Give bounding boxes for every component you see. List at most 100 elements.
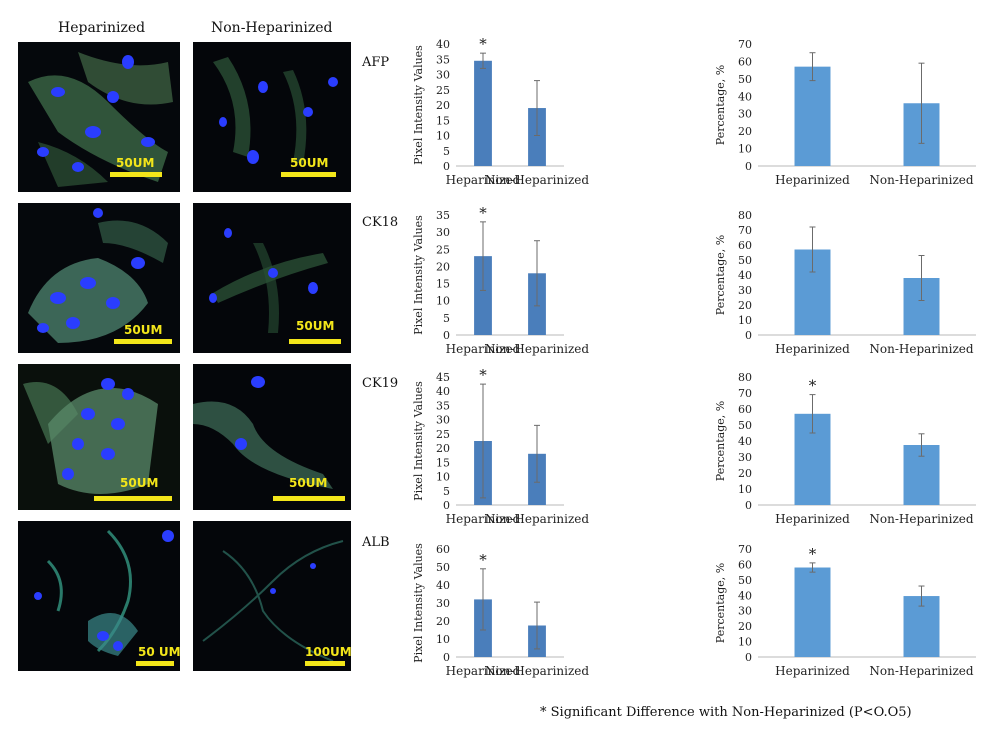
y-tick-label: 0 bbox=[745, 499, 752, 512]
fluorescence-image bbox=[18, 521, 180, 671]
micrograph-alb-heparinized: 50 UM bbox=[18, 521, 180, 671]
marker-label-afp: AFP bbox=[362, 55, 390, 70]
y-tick-label: 70 bbox=[738, 387, 752, 400]
scale-bar-label: 50UM bbox=[120, 476, 159, 490]
y-tick-label: 10 bbox=[436, 295, 450, 308]
scale-bar bbox=[94, 496, 172, 501]
significance-asterisk: * bbox=[479, 551, 487, 569]
marker-label-ck18: CK18 bbox=[362, 215, 399, 230]
y-tick-label: 50 bbox=[738, 419, 752, 432]
significance-asterisk: * bbox=[809, 545, 817, 563]
y-tick-label: 50 bbox=[436, 561, 450, 574]
y-tick-label: 30 bbox=[436, 597, 450, 610]
y-tick-label: 0 bbox=[745, 329, 752, 342]
y-tick-label: 60 bbox=[738, 55, 752, 68]
y-tick-label: 30 bbox=[738, 284, 752, 297]
scale-bar-label: 50UM bbox=[116, 156, 155, 170]
scale-bar-label: 50UM bbox=[289, 476, 328, 490]
y-tick-label: 25 bbox=[436, 428, 450, 441]
y-tick-label: 20 bbox=[436, 260, 450, 273]
y-tick-label: 20 bbox=[738, 467, 752, 480]
scale-bar bbox=[273, 496, 345, 501]
y-tick-label: 25 bbox=[436, 84, 450, 97]
y-tick-label: 80 bbox=[738, 371, 752, 384]
y-tick-label: 5 bbox=[443, 485, 450, 498]
micrograph-ck18-heparinized: 50UM bbox=[18, 203, 180, 353]
column-header-heparinized: Heparinized bbox=[58, 20, 146, 36]
y-tick-label: 50 bbox=[738, 254, 752, 267]
x-tick-label: Heparinized bbox=[775, 664, 850, 678]
x-tick-label: Non-Heparinized bbox=[485, 342, 589, 356]
y-tick-label: 10 bbox=[738, 143, 752, 156]
x-tick-label: Non-Heparinized bbox=[485, 512, 589, 526]
x-tick-label: Non-Heparinized bbox=[869, 664, 973, 678]
scale-bar-label: 50 UM bbox=[138, 645, 180, 659]
y-tick-label: 0 bbox=[745, 160, 752, 173]
significance-asterisk: * bbox=[479, 204, 487, 222]
scale-bar bbox=[289, 339, 341, 344]
y-tick-label: 40 bbox=[738, 589, 752, 602]
y-tick-label: 15 bbox=[436, 278, 450, 291]
y-tick-label: 60 bbox=[738, 558, 752, 571]
chart-ck18-pixel-intensity: Pixel Intensity Values 0 5 10 15 20 25 30 35 * Hep… bbox=[412, 204, 589, 356]
micrograph-afp-non-heparinized: 50UM bbox=[193, 42, 351, 192]
y-tick-label: 20 bbox=[436, 615, 450, 628]
fluorescence-image bbox=[193, 364, 351, 510]
bar bbox=[794, 66, 831, 166]
y-tick-label: 20 bbox=[738, 299, 752, 312]
y-tick-label: 5 bbox=[443, 312, 450, 325]
y-tick-label: 40 bbox=[436, 38, 450, 51]
y-axis-label: Pixel Intensity Values bbox=[412, 45, 425, 165]
y-tick-label: 20 bbox=[738, 620, 752, 633]
chart-ck18-percentage: Percentage, % 0 10 20 30 40 50 60 70 80 Heparinize… bbox=[714, 209, 976, 356]
y-tick-label: 15 bbox=[436, 456, 450, 469]
column-header-non-heparinized: Non-Heparinized bbox=[211, 20, 333, 36]
y-tick-label: 30 bbox=[436, 226, 450, 239]
significance-asterisk: * bbox=[809, 377, 817, 395]
significance-asterisk: * bbox=[479, 366, 487, 384]
y-axis-label: Percentage, % bbox=[714, 65, 727, 145]
y-tick-label: 20 bbox=[738, 125, 752, 138]
fluorescence-image bbox=[18, 42, 180, 192]
significance-asterisk: * bbox=[479, 35, 487, 53]
y-tick-label: 15 bbox=[436, 114, 450, 127]
y-tick-label: 0 bbox=[443, 499, 450, 512]
x-tick-label: Non-Heparinized bbox=[869, 342, 973, 356]
y-tick-label: 35 bbox=[436, 399, 450, 412]
micrograph-alb-non-heparinized: 100UM bbox=[193, 521, 351, 671]
y-tick-label: 10 bbox=[738, 483, 752, 496]
fluorescence-image bbox=[193, 203, 351, 353]
scale-bar bbox=[305, 661, 345, 666]
y-tick-label: 30 bbox=[738, 108, 752, 121]
chart-afp-pixel-intensity: Pixel Intensity Values 0 5 10 15 20 25 30 35 40 * H… bbox=[412, 35, 589, 187]
x-tick-label: Heparinized bbox=[775, 342, 850, 356]
y-tick-label: 0 bbox=[745, 651, 752, 664]
micrograph-ck19-heparinized: 50UM bbox=[18, 364, 180, 510]
marker-label-ck19: CK19 bbox=[362, 376, 399, 391]
x-tick-label: Heparinized bbox=[446, 173, 521, 187]
y-tick-label: 0 bbox=[443, 329, 450, 342]
bar bbox=[474, 256, 492, 335]
x-tick-label: Non-Heparinized bbox=[485, 664, 589, 678]
micrograph-afp-heparinized: 50UM bbox=[18, 42, 180, 192]
y-axis-label: Pixel Intensity Values bbox=[412, 381, 425, 501]
chart-afp-percentage: Percentage, % 0 10 20 30 40 50 60 70 Heparinized N… bbox=[714, 38, 976, 187]
x-tick-label: Heparinized bbox=[446, 342, 521, 356]
significance-footnote: * Significant Difference with Non-Hepari… bbox=[540, 705, 912, 720]
y-tick-label: 0 bbox=[443, 651, 450, 664]
scale-bar-label: 50UM bbox=[290, 156, 329, 170]
fluorescence-image bbox=[193, 521, 351, 671]
y-tick-label: 10 bbox=[436, 633, 450, 646]
y-tick-label: 80 bbox=[738, 209, 752, 222]
y-tick-label: 10 bbox=[436, 471, 450, 484]
y-tick-label: 40 bbox=[738, 435, 752, 448]
y-tick-label: 0 bbox=[443, 160, 450, 173]
y-tick-label: 30 bbox=[738, 605, 752, 618]
y-tick-label: 10 bbox=[738, 636, 752, 649]
bar bbox=[528, 108, 546, 166]
y-tick-label: 40 bbox=[738, 90, 752, 103]
y-tick-label: 50 bbox=[738, 73, 752, 86]
scale-bar bbox=[136, 661, 174, 666]
scale-bar-label: 50UM bbox=[296, 319, 335, 333]
